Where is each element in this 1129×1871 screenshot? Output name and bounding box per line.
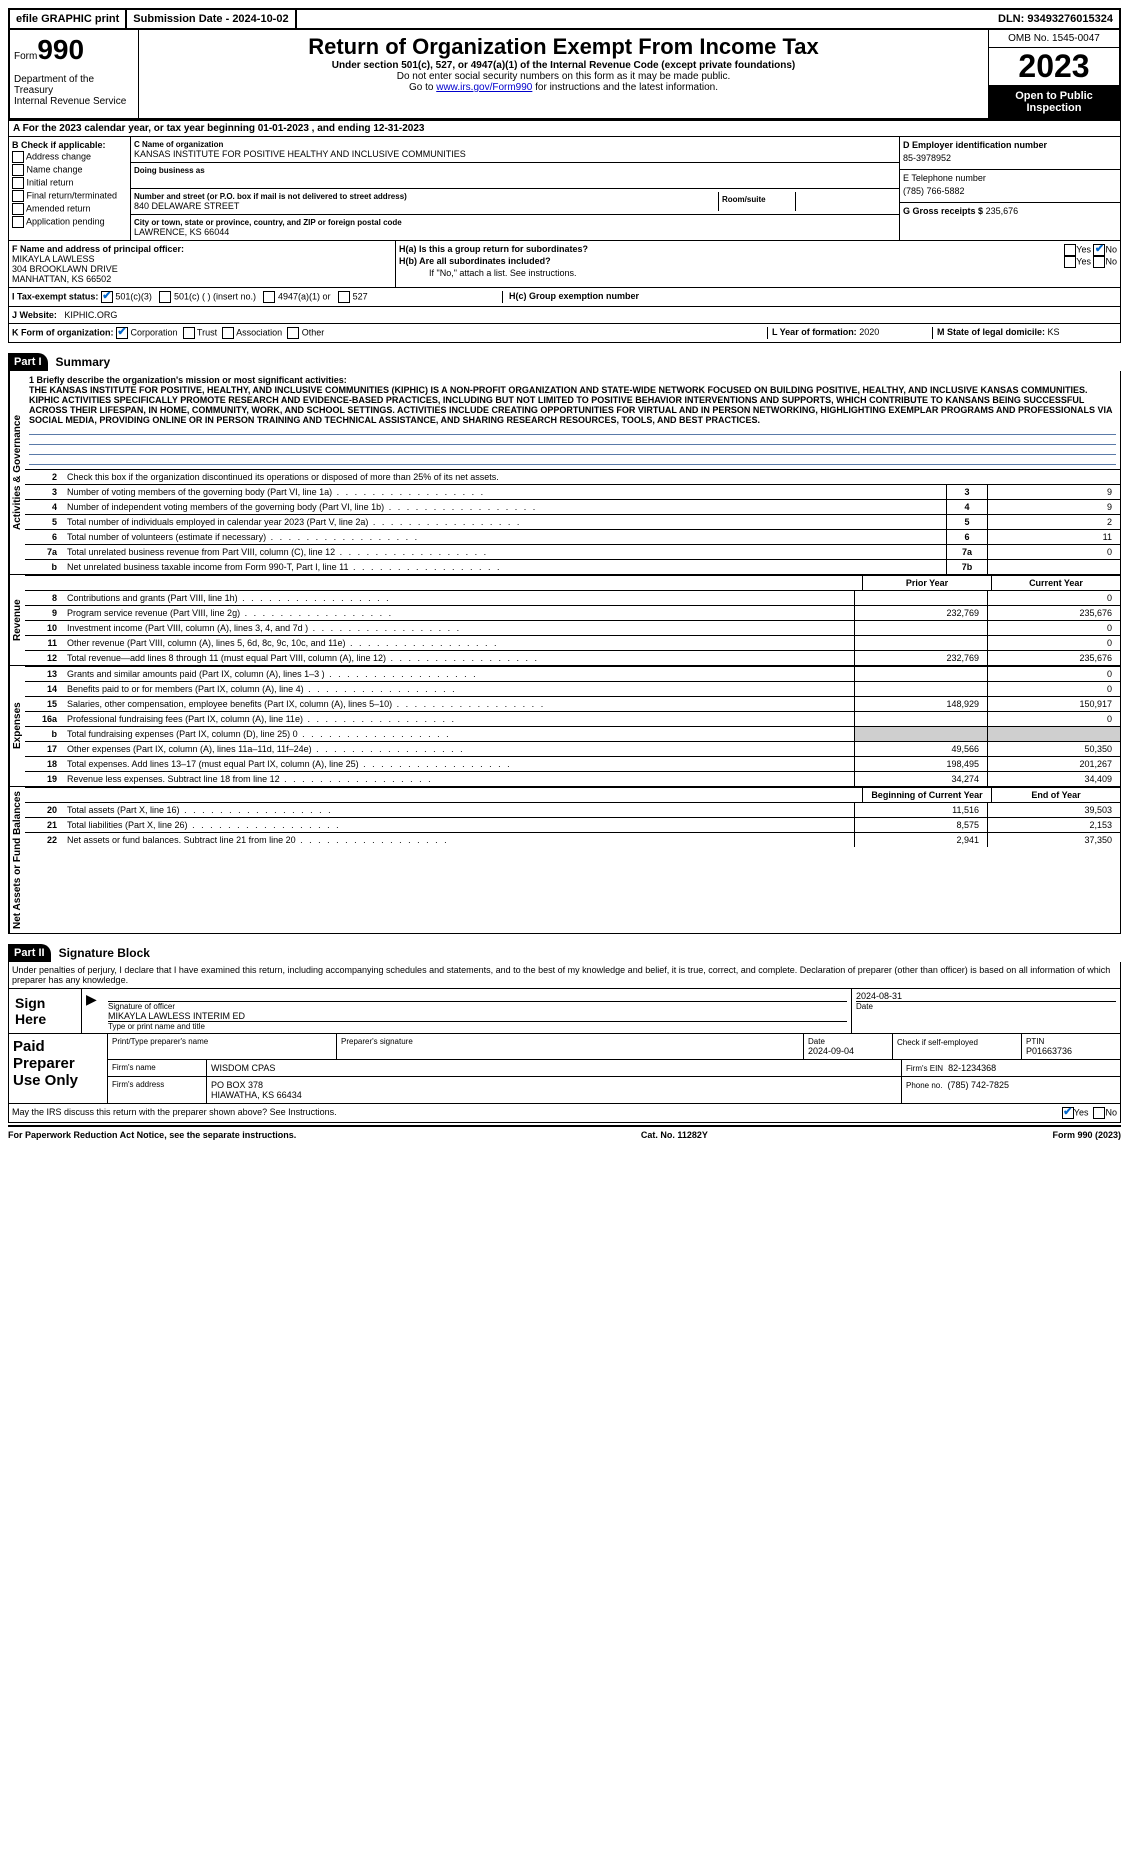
ha-no[interactable]: ✔ bbox=[1093, 244, 1105, 256]
org-form-row: K Form of organization: ✔ Corporation Tr… bbox=[8, 324, 1121, 343]
discuss-no[interactable] bbox=[1093, 1107, 1105, 1119]
discuss-yes[interactable]: ✔ bbox=[1062, 1107, 1074, 1119]
officer-sig-name: MIKAYLA LAWLESS INTERIM ED bbox=[108, 1011, 847, 1021]
activities-governance-group: Activities & Governance 1 Briefly descri… bbox=[8, 371, 1121, 575]
revenue-group: Revenue Prior YearCurrent Year 8Contribu… bbox=[8, 575, 1121, 666]
bottom-bar: For Paperwork Reduction Act Notice, see … bbox=[8, 1125, 1121, 1140]
form-title: Return of Organization Exempt From Incom… bbox=[143, 34, 984, 60]
check-initial-return[interactable] bbox=[12, 177, 24, 189]
part2-header: Part II bbox=[8, 944, 51, 962]
check-527[interactable] bbox=[338, 291, 350, 303]
col-de: D Employer identification number 85-3978… bbox=[900, 137, 1120, 240]
check-application-pending[interactable] bbox=[12, 216, 24, 228]
website-row: J Website: KIPHIC.ORG bbox=[8, 307, 1121, 324]
col-b-checkboxes: B Check if applicable: Address change Na… bbox=[9, 137, 131, 240]
firm-ein: 82-1234368 bbox=[948, 1063, 996, 1073]
check-4947[interactable] bbox=[263, 291, 275, 303]
net-assets-group: Net Assets or Fund Balances Beginning of… bbox=[8, 787, 1121, 934]
governance-lines: 2Check this box if the organization disc… bbox=[25, 469, 1120, 484]
firm-addr2: HIAWATHA, KS 66434 bbox=[211, 1090, 897, 1100]
form-subtitle: Under section 501(c), 527, or 4947(a)(1)… bbox=[143, 60, 984, 71]
pra-notice: For Paperwork Reduction Act Notice, see … bbox=[8, 1130, 296, 1140]
side-activities: Activities & Governance bbox=[9, 371, 25, 574]
hb-yes[interactable] bbox=[1064, 256, 1076, 268]
expenses-group: Expenses 13Grants and similar amounts pa… bbox=[8, 666, 1121, 787]
irs-link[interactable]: www.irs.gov/Form990 bbox=[436, 82, 532, 93]
org-name: KANSAS INSTITUTE FOR POSITIVE HEALTHY AN… bbox=[134, 149, 896, 159]
ssn-note: Do not enter social security numbers on … bbox=[143, 71, 984, 82]
check-final-return[interactable] bbox=[12, 190, 24, 202]
mission-text: THE KANSAS INSTITUTE FOR POSITIVE, HEALT… bbox=[29, 385, 1112, 425]
check-name-change[interactable] bbox=[12, 164, 24, 176]
open-public: Open to Public Inspection bbox=[989, 86, 1119, 118]
ein: 85-3978952 bbox=[903, 150, 1117, 166]
instructions-note: Go to www.irs.gov/Form990 for instructio… bbox=[143, 82, 984, 93]
efile-label: efile GRAPHIC print bbox=[10, 10, 127, 28]
entity-block: B Check if applicable: Address change Na… bbox=[8, 136, 1121, 241]
top-bar: efile GRAPHIC print Submission Date - 20… bbox=[8, 8, 1121, 30]
cat-no: Cat. No. 11282Y bbox=[641, 1130, 708, 1140]
prep-date: 2024-09-04 bbox=[808, 1046, 888, 1056]
check-trust[interactable] bbox=[183, 327, 195, 339]
check-amended-return[interactable] bbox=[12, 203, 24, 215]
form-footer: Form 990 (2023) bbox=[1052, 1130, 1121, 1140]
part1-title: Summary bbox=[48, 355, 111, 371]
section-a-tax-year: A For the 2023 calendar year, or tax yea… bbox=[8, 120, 1121, 136]
paid-preparer-block: Paid Preparer Use Only Print/Type prepar… bbox=[8, 1034, 1121, 1104]
state-domicile: KS bbox=[1048, 327, 1060, 337]
hb-no[interactable] bbox=[1093, 256, 1105, 268]
website-value: KIPHIC.ORG bbox=[64, 310, 117, 320]
col-c-org-info: C Name of organization KANSAS INSTITUTE … bbox=[131, 137, 900, 240]
firm-phone: (785) 742-7825 bbox=[948, 1080, 1010, 1090]
firm-addr1: PO BOX 378 bbox=[211, 1080, 897, 1090]
org-street: 840 DELAWARE STREET bbox=[134, 201, 718, 211]
paid-preparer-label: Paid Preparer Use Only bbox=[9, 1034, 108, 1103]
check-assoc[interactable] bbox=[222, 327, 234, 339]
check-other[interactable] bbox=[287, 327, 299, 339]
arrow-icon: ▶ bbox=[82, 989, 104, 1033]
officer-street: 304 BROOKLAWN DRIVE bbox=[12, 264, 392, 274]
part1-header: Part I bbox=[8, 353, 48, 371]
check-corp[interactable]: ✔ bbox=[116, 327, 128, 339]
telephone: (785) 766-5882 bbox=[903, 183, 1117, 199]
omb-number: OMB No. 1545-0047 bbox=[989, 30, 1119, 48]
form-header: Form990 Department of the Treasury Inter… bbox=[8, 30, 1121, 120]
form-word: Form bbox=[14, 51, 37, 62]
side-expenses: Expenses bbox=[9, 666, 25, 786]
side-revenue: Revenue bbox=[9, 575, 25, 665]
sign-here-label: Sign Here bbox=[9, 989, 82, 1033]
ha-yes[interactable] bbox=[1064, 244, 1076, 256]
firm-name: WISDOM CPAS bbox=[207, 1060, 902, 1076]
officer-group-row: F Name and address of principal officer:… bbox=[8, 241, 1121, 288]
discuss-row: May the IRS discuss this return with the… bbox=[8, 1104, 1121, 1123]
org-city: LAWRENCE, KS 66044 bbox=[134, 227, 896, 237]
officer-name: MIKAYLA LAWLESS bbox=[12, 254, 392, 264]
check-501c[interactable] bbox=[159, 291, 171, 303]
form-number: 990 bbox=[37, 34, 84, 65]
side-net-assets: Net Assets or Fund Balances bbox=[9, 787, 25, 933]
sig-date: 2024-08-31 bbox=[856, 991, 1116, 1002]
submission-date: Submission Date - 2024-10-02 bbox=[127, 10, 296, 28]
gross-receipts: 235,676 bbox=[986, 206, 1019, 216]
dept-treasury: Department of the Treasury Internal Reve… bbox=[14, 66, 134, 107]
check-501c3[interactable]: ✔ bbox=[101, 291, 113, 303]
check-address-change[interactable] bbox=[12, 151, 24, 163]
officer-city: MANHATTAN, KS 66502 bbox=[12, 274, 392, 284]
sign-here-block: Sign Here ▶ Signature of officerMIKAYLA … bbox=[8, 989, 1121, 1034]
tax-status-row: I Tax-exempt status: ✔ 501(c)(3) 501(c) … bbox=[8, 288, 1121, 307]
tax-year: 2023 bbox=[989, 48, 1119, 86]
ptin: P01663736 bbox=[1026, 1046, 1116, 1056]
dln: DLN: 93493276015324 bbox=[992, 10, 1119, 28]
perjury-statement: Under penalties of perjury, I declare th… bbox=[8, 962, 1121, 989]
year-formation: 2020 bbox=[859, 327, 879, 337]
part2-title: Signature Block bbox=[51, 946, 150, 962]
